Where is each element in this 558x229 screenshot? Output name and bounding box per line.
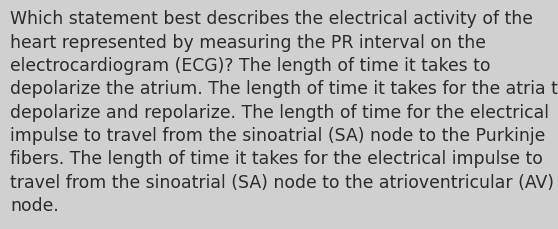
Text: Which statement best describes the electrical activity of the
heart represented : Which statement best describes the elect… [10, 10, 558, 214]
